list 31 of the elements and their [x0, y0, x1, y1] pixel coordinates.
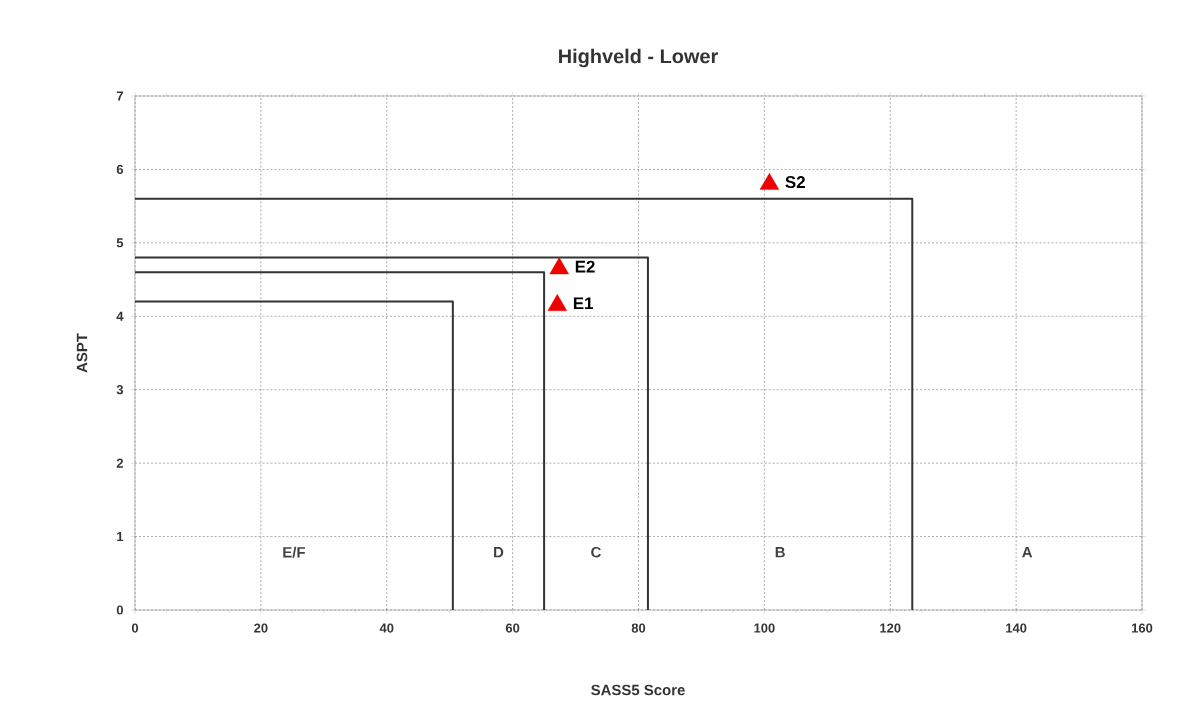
annotation: D	[494, 547, 504, 558]
x-tick-label: 100	[754, 623, 775, 633]
x-tick-label: 0	[131, 623, 139, 633]
x-tick-label: 120	[880, 623, 901, 633]
annotation: C	[591, 546, 601, 558]
x-tick-label: 160	[1132, 623, 1153, 633]
y-tick-label: 3	[116, 385, 124, 395]
y-tick-label: 6	[116, 164, 124, 175]
y-tick-label: 2	[116, 458, 123, 468]
annotation: S2	[785, 176, 805, 189]
y-tick-label: 7	[116, 91, 123, 101]
x-tick-label: 20	[254, 623, 268, 633]
annotation: E2	[575, 260, 595, 273]
x-tick-label: 80	[631, 623, 646, 633]
y-tick-label: 4	[116, 311, 124, 321]
y-tick-label: 1	[117, 532, 124, 542]
annotation: A	[1022, 547, 1033, 558]
y-tick-label: 5	[116, 238, 124, 248]
point	[547, 294, 567, 311]
x-tick-label: 60	[505, 623, 520, 633]
y-axis-title: ASPT	[76, 333, 88, 373]
annotation: E1	[573, 297, 594, 310]
point	[759, 172, 780, 190]
point	[549, 257, 569, 275]
chart-title: Highveld - Lower	[559, 48, 718, 68]
annotation: E/F	[283, 546, 305, 558]
y-tick-label: 0	[116, 605, 123, 615]
annotation: B	[775, 547, 785, 558]
x-tick-label: 140	[1006, 623, 1027, 633]
x-tick-label: 40	[379, 623, 394, 633]
x-axis-title: SASS5 Score	[591, 684, 685, 696]
